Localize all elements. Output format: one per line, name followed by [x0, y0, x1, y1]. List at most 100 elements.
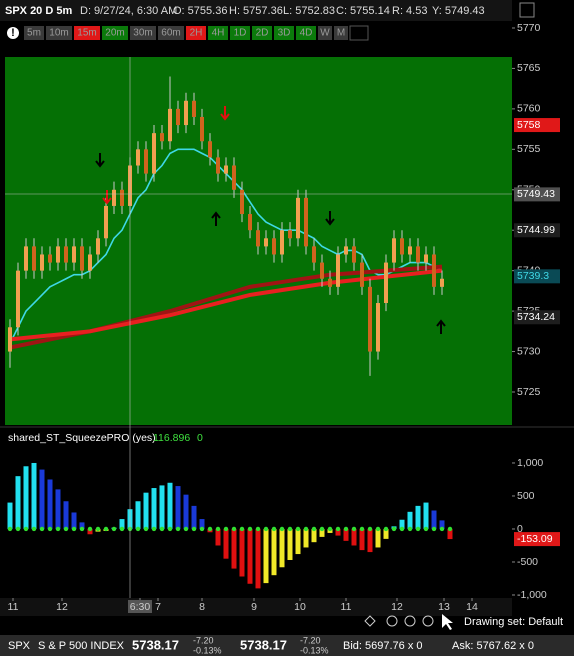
squeeze-dot [111, 526, 117, 532]
squeeze-dot [143, 526, 149, 532]
squeeze-dot [87, 526, 93, 532]
squeeze-dot [287, 526, 293, 532]
candle-body [144, 149, 148, 174]
candle-body [208, 141, 212, 158]
candle-body [56, 246, 60, 263]
alert-icon[interactable] [7, 27, 19, 39]
candle-body [272, 238, 276, 255]
timeframe-button[interactable] [274, 26, 294, 40]
squeeze-dot [263, 526, 269, 532]
cursor-icon[interactable] [442, 614, 453, 630]
status-bar [0, 635, 574, 656]
squeeze-dot [271, 526, 277, 532]
low: L: 5752.83 [283, 5, 335, 17]
squeeze-dot [247, 526, 253, 532]
y-value: Y: 5749.43 [432, 5, 485, 17]
timeframe-button[interactable] [130, 26, 156, 40]
histogram-bar [351, 528, 357, 546]
zoom-in-icon[interactable] [386, 615, 398, 627]
histogram-bar [55, 489, 61, 529]
timeframe-button[interactable] [158, 26, 184, 40]
zoom-out-icon[interactable] [404, 615, 416, 627]
histogram-bar [271, 528, 277, 576]
settings-icon[interactable] [519, 2, 535, 18]
candle-body [64, 246, 68, 263]
squeeze-dot [415, 526, 421, 532]
candle-body [384, 262, 388, 304]
squeeze-dot [7, 526, 13, 532]
histogram-bar [407, 511, 413, 529]
histogram-bar [423, 502, 429, 529]
histogram-bar [287, 528, 293, 561]
y-tick-label: 1,000 [517, 457, 543, 469]
histogram-bar [383, 528, 389, 539]
candle-body [256, 230, 260, 247]
squeeze-dot [311, 526, 317, 532]
timeframe-buttons: 5m 10m 15m 20m 30m 60m 2H 4H 1D 2D 3D 4D W M [24, 25, 369, 41]
footer-percent: -0.13% [193, 645, 222, 655]
price-pane: 5725573057355740574557505755576057655770… [5, 22, 560, 425]
squeeze-dot [399, 526, 405, 532]
pan-icon[interactable] [364, 615, 376, 627]
x-tick-label: 12 [56, 601, 68, 613]
signal-arrow [436, 319, 446, 334]
date: D: 9/27/24, 6:30 AM [80, 5, 177, 17]
candle-body [192, 100, 196, 117]
zoom-icon[interactable] [422, 615, 434, 627]
x-tick-label: 6:30 [130, 601, 151, 613]
x-tick-label: 8 [199, 601, 205, 613]
timeframe-button[interactable] [318, 26, 332, 40]
timeframe-button[interactable] [24, 26, 44, 40]
histogram-bar [439, 520, 445, 529]
footer-symbol: SPX [8, 640, 31, 652]
timeframe-label: 4D [300, 28, 313, 39]
timeframe-label: 2H [190, 28, 203, 39]
price-tag-label: 5744.99 [517, 224, 555, 236]
y-tick-label: 5760 [517, 103, 541, 115]
x-tick-label: 9 [251, 601, 257, 613]
timeframe-button[interactable] [208, 26, 228, 40]
timeframe-button[interactable] [102, 26, 128, 40]
timeframe-label: 4H [212, 28, 225, 39]
histogram-bar [343, 528, 349, 541]
x-tick-label: 11 [8, 601, 19, 613]
range: R: 4.53 [392, 5, 427, 17]
drawing-set[interactable]: Drawing set: Default [464, 616, 563, 628]
candle-body [32, 246, 36, 271]
squeeze-dot [31, 526, 37, 532]
squeeze-dot [391, 526, 397, 532]
x-tick-label: 12 [391, 601, 403, 613]
footer-ask: Ask: 5767.62 x 0 [452, 640, 534, 652]
timeframe-button[interactable] [230, 26, 250, 40]
squeeze-dot [239, 526, 245, 532]
timeframe-button[interactable] [186, 26, 206, 40]
signal-arrow [325, 211, 335, 226]
footer-change-2: -7.20 [300, 635, 321, 645]
candle-body [304, 197, 308, 247]
study-readout: 116.896 [153, 432, 190, 444]
squeeze-dot [359, 526, 365, 532]
timeframe-button[interactable] [74, 26, 100, 40]
timeframe-button[interactable] [252, 26, 272, 40]
squeeze-dot [183, 526, 189, 532]
squeeze-dot [135, 526, 141, 532]
y-tick-label: 0 [517, 523, 523, 535]
histogram-bar [335, 528, 341, 536]
moving-average-line [9, 268, 443, 342]
squeeze-dot [39, 526, 45, 532]
timeframe-button[interactable] [296, 26, 316, 40]
timeframe-label: W [320, 28, 330, 39]
candle-body [320, 262, 324, 279]
timeframe-button[interactable] [46, 26, 72, 40]
timeframe-button[interactable] [334, 26, 348, 40]
candle-body [216, 157, 220, 174]
histogram-bar [247, 528, 253, 584]
candle-body [352, 246, 356, 263]
squeeze-dot [55, 526, 61, 532]
candle-body [8, 327, 12, 352]
price-tag [514, 223, 560, 238]
y-tick-label: 5755 [517, 143, 541, 155]
timeframe-label: M [337, 28, 345, 39]
candle-body [440, 278, 444, 287]
squeeze-dot [167, 526, 173, 532]
